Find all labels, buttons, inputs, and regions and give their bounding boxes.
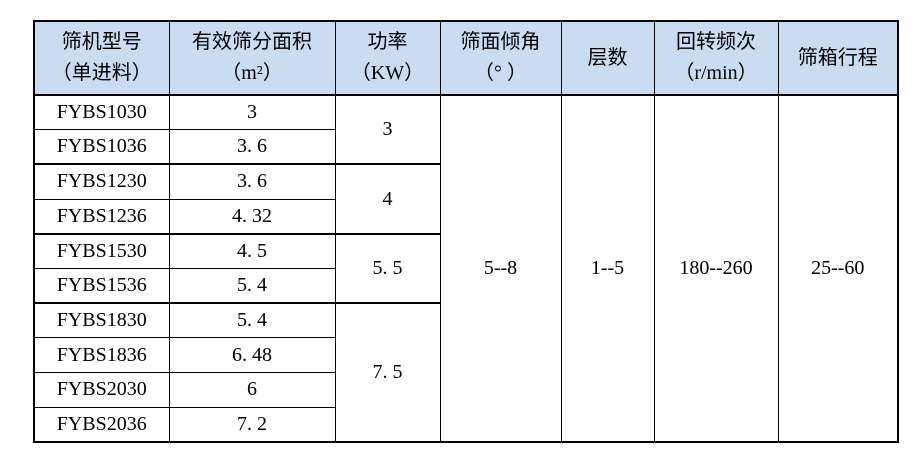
area-cell: 6. 48 — [168, 337, 336, 373]
table-row: FYBS1030 3 3 5--8 1--5 180--260 25--60 — [33, 94, 899, 443]
header-power-line2: （KW） — [350, 62, 425, 84]
area-cell: 3 — [168, 94, 336, 131]
model-cell: FYBS1236 — [33, 198, 170, 235]
header-incline-line1: 筛面倾角 — [460, 31, 541, 53]
power-cell: 3 — [334, 94, 441, 165]
header-incline: 筛面倾角 （° ） — [439, 20, 562, 96]
header-model-line1: 筛机型号 — [61, 31, 142, 53]
model-cell: FYBS2030 — [33, 372, 170, 408]
header-area-line2: （m²） — [221, 62, 283, 84]
area-cell: 4. 32 — [168, 198, 336, 235]
header-area-line1: 有效筛分面积 — [192, 31, 312, 53]
model-cell: FYBS1536 — [33, 267, 170, 304]
header-power-line1: 功率 — [367, 31, 408, 53]
spec-table: 筛机型号 （单进料） 有效筛分面积 （m²） 功率 （KW） — [33, 20, 899, 443]
model-cell: FYBS1036 — [33, 129, 170, 165]
area-cell: 5. 4 — [168, 302, 336, 339]
power-cell: 5. 5 — [334, 232, 441, 304]
table-row: FYBS1230 3. 6 4 — [33, 163, 898, 235]
table-row: FYBS1236 4. 32 — [33, 198, 898, 235]
stroke-cell: 25--60 — [777, 94, 899, 443]
model-cell: FYBS1836 — [33, 337, 170, 373]
model-cell: FYBS1830 — [33, 302, 170, 339]
table-row: FYBS2030 6 — [33, 372, 898, 408]
table-row: FYBS1530 4. 5 5. 5 — [33, 232, 898, 304]
header-frequency-line2: （r/min） — [674, 62, 758, 84]
header-incline-line2: （° ） — [474, 62, 527, 84]
header-power: 功率 （KW） — [334, 20, 441, 96]
incline-cell: 5--8 — [439, 94, 562, 443]
area-cell: 3. 6 — [168, 163, 336, 200]
model-cell: FYBS1230 — [33, 163, 170, 200]
header-layers: 层数 — [560, 20, 655, 96]
table-row: FYBS1536 5. 4 — [33, 267, 898, 304]
header-frequency: 回转频次 （r/min） — [653, 20, 779, 96]
header-row: 筛机型号 （单进料） 有效筛分面积 （m²） 功率 （KW） — [33, 20, 899, 96]
area-cell: 6 — [168, 372, 336, 408]
model-cell: FYBS2036 — [33, 406, 170, 443]
area-cell: 7. 2 — [168, 406, 336, 443]
header-stroke: 筛箱行程 — [777, 20, 899, 96]
header-frequency-line1: 回转频次 — [676, 31, 756, 53]
table-row: FYBS1036 3. 6 — [33, 129, 898, 165]
header-area: 有效筛分面积 （m²） — [168, 20, 336, 96]
header-model: 筛机型号 （单进料） — [33, 20, 170, 96]
model-cell: FYBS1030 — [33, 94, 170, 131]
frequency-cell: 180--260 — [653, 94, 779, 443]
power-cell: 7. 5 — [334, 302, 441, 443]
layers-cell: 1--5 — [560, 94, 655, 443]
model-cell: FYBS1530 — [33, 232, 170, 269]
header-layers-line1: 层数 — [587, 46, 628, 69]
table-row: FYBS1836 6. 48 — [33, 337, 898, 373]
area-cell: 5. 4 — [168, 267, 336, 304]
area-cell: 3. 6 — [168, 129, 336, 165]
area-cell: 4. 5 — [168, 232, 336, 269]
table-row: FYBS1830 5. 4 7. 5 — [33, 302, 898, 443]
header-model-line2: （单进料） — [51, 62, 152, 84]
table-row: FYBS2036 7. 2 — [33, 406, 898, 443]
power-cell: 4 — [334, 163, 441, 235]
header-stroke-line1: 筛箱行程 — [797, 46, 878, 69]
